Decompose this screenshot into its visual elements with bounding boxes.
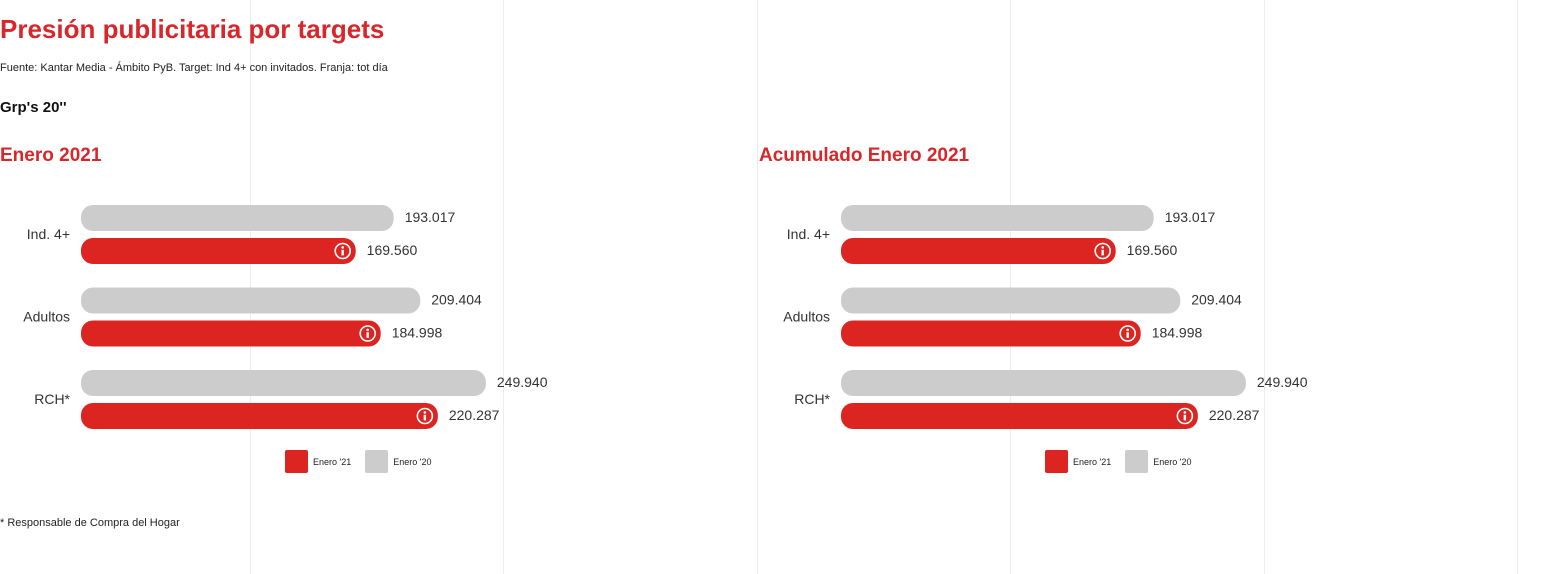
- legend-swatch: [365, 450, 389, 473]
- legend-item-enero-20[interactable]: Enero '20: [1125, 450, 1192, 473]
- gridline: [503, 0, 504, 574]
- bar-enero-20[interactable]: [81, 205, 394, 231]
- bar-enero-21[interactable]: [841, 238, 1116, 264]
- value-label: 193.017: [405, 209, 456, 225]
- bar-enero-21[interactable]: [841, 403, 1198, 429]
- legend-item-enero-21[interactable]: Enero '21: [1045, 450, 1111, 473]
- bar-chart-enero: Ind. 4+ 193.017 169.560 Adultos 209.404 184.9…: [23, 205, 548, 429]
- bar-enero-20[interactable]: [841, 205, 1154, 231]
- value-label: 249.940: [1257, 374, 1308, 390]
- legend-swatch: [1125, 450, 1149, 473]
- footnote: * Responsable de Compra del Hogar: [0, 517, 180, 529]
- legend-swatch: [1045, 450, 1068, 473]
- legend-label: Enero '21: [1073, 456, 1112, 467]
- category-label: Adultos: [23, 309, 70, 325]
- bar-enero-21[interactable]: [81, 320, 381, 347]
- legend-item-enero-21[interactable]: Enero '21: [285, 450, 351, 473]
- value-label: 193.017: [1165, 209, 1216, 225]
- value-label: 184.998: [392, 325, 443, 341]
- gridline: [757, 0, 758, 574]
- legend-item-enero-20[interactable]: Enero '20: [365, 450, 432, 473]
- bar-enero-20[interactable]: [81, 287, 421, 314]
- gridline: [1010, 0, 1011, 574]
- page-title: Presión publicitaria por targets: [0, 14, 385, 44]
- category-label: RCH*: [34, 391, 70, 407]
- gridline: [1517, 0, 1518, 574]
- bar-enero-21[interactable]: [81, 403, 438, 429]
- info-icon[interactable]: [1094, 242, 1111, 260]
- info-icon[interactable]: [1119, 325, 1136, 342]
- gridline: [1264, 0, 1265, 574]
- source-note: Fuente: Kantar Media - Ámbito PyB. Targe…: [0, 62, 388, 74]
- metric-subtitle: Grp's 20'': [0, 99, 67, 116]
- info-icon[interactable]: [359, 325, 376, 342]
- chart-title-acumulado: Acumulado Enero 2021: [759, 145, 970, 166]
- value-label: 220.287: [449, 407, 500, 423]
- bar-chart-acumulado: Ind. 4+ 193.017 169.560 Adultos 209.404 184.9…: [783, 205, 1308, 429]
- legend-acumulado: Enero '21 Enero '20: [1045, 450, 1206, 473]
- bar-enero-20[interactable]: [841, 370, 1246, 396]
- info-icon[interactable]: [416, 407, 434, 425]
- bar-enero-21[interactable]: [841, 320, 1141, 347]
- category-label: Ind. 4+: [787, 226, 830, 242]
- value-label: 169.560: [367, 242, 418, 258]
- chart-title-enero: Enero 2021: [0, 145, 102, 166]
- value-label: 249.940: [497, 374, 548, 390]
- value-label: 220.287: [1209, 407, 1260, 423]
- legend-swatch: [285, 450, 308, 473]
- bar-enero-20[interactable]: [81, 370, 486, 396]
- legend-label: Enero '20: [1153, 456, 1192, 467]
- legend-label: Enero '20: [393, 456, 432, 467]
- info-icon[interactable]: [334, 242, 351, 260]
- legend-enero: Enero '21 Enero '20: [285, 450, 446, 473]
- value-label: 184.998: [1152, 325, 1203, 341]
- bar-enero-20[interactable]: [841, 287, 1181, 314]
- category-label: Adultos: [783, 309, 830, 325]
- bar-enero-21[interactable]: [81, 238, 356, 264]
- value-label: 169.560: [1127, 242, 1178, 258]
- category-label: RCH*: [794, 391, 830, 407]
- info-icon[interactable]: [1176, 407, 1194, 425]
- value-label: 209.404: [431, 292, 482, 308]
- category-label: Ind. 4+: [27, 226, 70, 242]
- value-label: 209.404: [1191, 292, 1242, 308]
- legend-label: Enero '21: [313, 456, 352, 467]
- gridline: [250, 0, 251, 574]
